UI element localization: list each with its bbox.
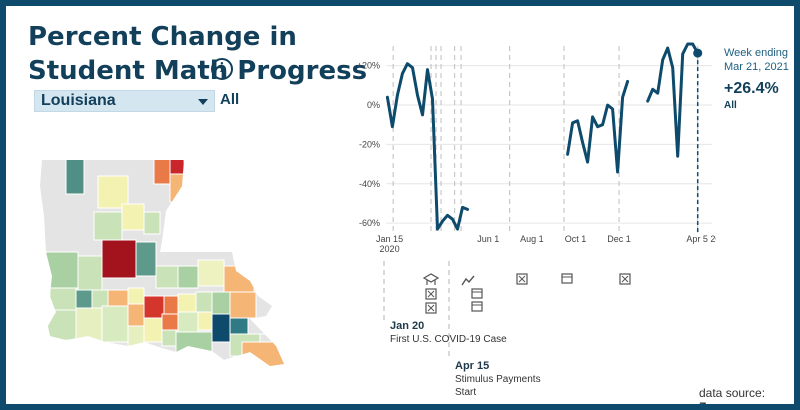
map-parish[interactable] [135, 241, 157, 277]
page-title: Percent Change in Student Math Progress [28, 22, 368, 86]
map-parish[interactable] [65, 158, 85, 195]
closed-box-icon[interactable] [516, 273, 528, 285]
storefront-icon[interactable] [561, 273, 573, 284]
y-tick-label: -60% [359, 218, 380, 228]
x-tick-label: Aug 1 [520, 234, 544, 244]
data-source: data source: Zearn [699, 386, 794, 410]
chart-gridlines [386, 65, 712, 224]
chart-series [385, 42, 700, 231]
series-line [646, 42, 700, 158]
event-date: Jan 20 [390, 320, 425, 332]
y-tick-label: +20% [357, 61, 380, 71]
annotation-point [693, 48, 703, 58]
y-tick-label: -40% [359, 179, 380, 189]
x-tick-label: Jun 1 [477, 234, 499, 244]
event-text: Stimulus Payments Start [455, 374, 541, 398]
callout-value: +26.4% [724, 80, 779, 97]
state-select[interactable]: Louisiana [34, 90, 215, 112]
info-icon[interactable]: i [211, 58, 233, 80]
chart-annotation [693, 48, 703, 233]
chevron-down-icon[interactable] [198, 99, 208, 105]
map-parish[interactable] [229, 291, 257, 319]
storefront-icon[interactable] [471, 288, 483, 299]
map-parish[interactable] [97, 175, 129, 209]
x-tick-label: Apr 5 2021 [686, 234, 716, 244]
closed-box-icon[interactable] [425, 302, 437, 314]
event-text: First U.S. COVID-19 Case [390, 334, 507, 345]
louisiana-map [40, 158, 284, 366]
map-parish[interactable] [77, 255, 103, 291]
map-parish[interactable] [101, 305, 129, 343]
state-select-value: Louisiana [41, 92, 116, 109]
map-parish[interactable] [101, 239, 137, 279]
storefront-icon[interactable] [471, 301, 483, 312]
map-parish[interactable] [93, 211, 123, 241]
callout-group: All [724, 100, 737, 111]
map-parish[interactable] [143, 211, 161, 235]
callout-date: Week ending Mar 21, 2021 [724, 47, 789, 73]
y-tick-label: 0% [367, 100, 380, 110]
map-parish[interactable] [161, 329, 177, 347]
source-prefix: data source: [699, 386, 766, 400]
series-line [566, 79, 630, 174]
event-date: Apr 15 [455, 360, 490, 372]
y-tick-label: -20% [359, 139, 380, 149]
trend-up-icon[interactable] [461, 275, 475, 286]
map-parish[interactable] [197, 259, 225, 287]
graduation-cap-icon[interactable] [422, 273, 440, 285]
closed-box-icon[interactable] [619, 273, 631, 285]
x-tick-label: Oct 1 [565, 234, 587, 244]
source-name: Zearn [699, 400, 732, 410]
x-tick-label: Jan 15 [376, 234, 403, 244]
x-tick-label: Dec 1 [607, 234, 631, 244]
event-timeline [383, 261, 631, 359]
chart-y-axis: +20% 0% -20% -40% -60% [357, 61, 380, 228]
event-label-stimulus: Apr 15 Stimulus Payments Start [455, 360, 545, 399]
filter-label: All [220, 91, 240, 108]
x-tick-sublabel: 2020 [380, 244, 400, 254]
series-line [385, 62, 469, 231]
event-label-first-case: Jan 20 First U.S. COVID-19 Case [390, 320, 507, 346]
closed-box-icon[interactable] [425, 288, 437, 300]
